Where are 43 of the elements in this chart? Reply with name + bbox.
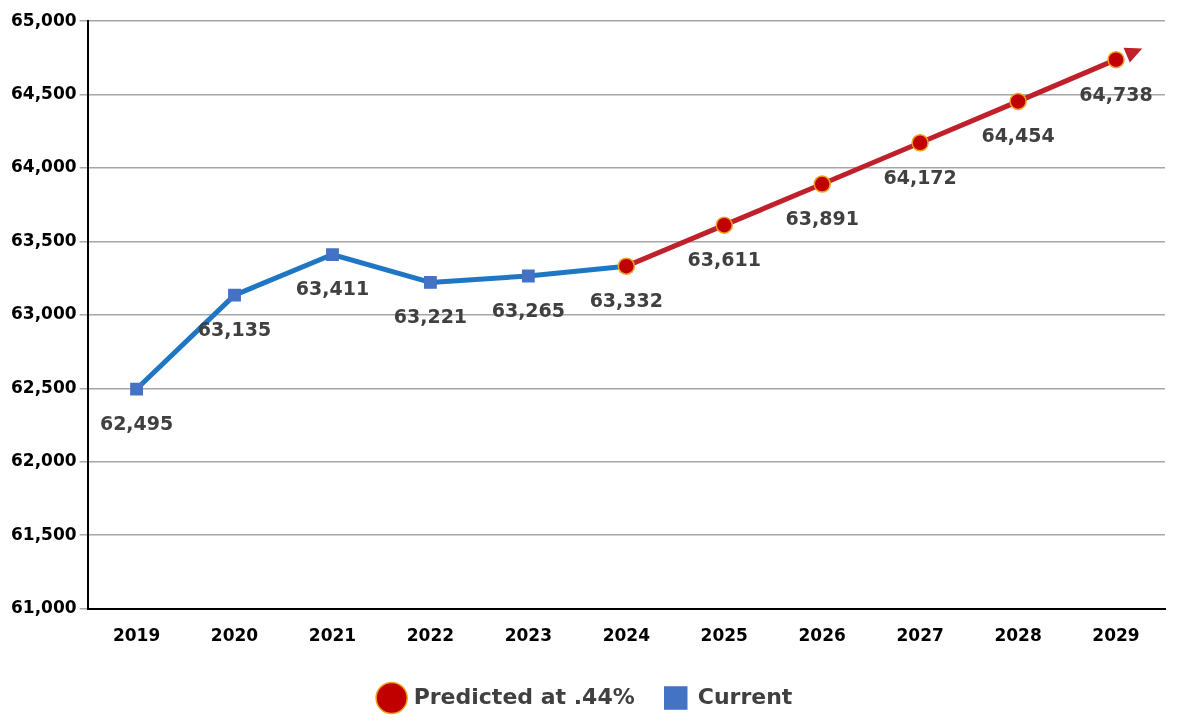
y-tick-label: 61,500 — [10, 523, 77, 544]
y-tick-label: 64,500 — [10, 83, 77, 104]
y-tick-label: 63,000 — [10, 303, 77, 324]
x-tick-label: 2028 — [994, 625, 1042, 646]
data-label: 63,332 — [589, 289, 663, 312]
x-tick-label: 2026 — [798, 625, 846, 646]
data-label: 63,221 — [393, 305, 468, 328]
y-tick-label: 65,000 — [10, 9, 77, 30]
y-tick-label: 64,000 — [10, 156, 77, 177]
legend-label: Predicted at .44% — [413, 683, 635, 709]
y-tick-label: 61,000 — [10, 597, 77, 618]
legend-label: Current — [697, 683, 793, 709]
x-tick-label: 2022 — [406, 625, 455, 646]
x-tick-label: 2029 — [1092, 625, 1140, 646]
y-tick-label: 62,500 — [10, 376, 77, 397]
data-label: 62,495 — [99, 412, 174, 434]
point — [521, 269, 535, 283]
data-label: 64,172 — [883, 165, 957, 188]
y-tick-label: 63,500 — [10, 229, 77, 250]
point — [1107, 50, 1125, 69]
y-tick-label: 62,000 — [10, 450, 77, 471]
x-tick-label: 2027 — [896, 625, 944, 646]
data-label: 64,454 — [981, 124, 1055, 147]
point — [813, 175, 831, 193]
point — [715, 216, 733, 234]
data-label: 63,135 — [197, 318, 272, 341]
x-tick-label: 2023 — [504, 625, 553, 646]
point — [130, 382, 143, 396]
data-label: 64,738 — [1079, 82, 1153, 105]
point — [424, 276, 437, 289]
point — [228, 288, 241, 302]
x-tick-label: 2020 — [210, 625, 259, 646]
x-tick-label: 2024 — [602, 625, 651, 646]
data-label: 63,265 — [491, 298, 566, 321]
data-label: 63,611 — [687, 248, 761, 271]
data-label: 63,411 — [295, 277, 370, 300]
x-tick-label: 2019 — [112, 625, 161, 646]
x-tick-label: 2021 — [308, 625, 357, 646]
point — [911, 134, 929, 152]
x-tick-label: 2025 — [700, 625, 748, 646]
point — [326, 248, 339, 261]
point — [1009, 92, 1027, 111]
data-label: 63,891 — [785, 206, 859, 229]
